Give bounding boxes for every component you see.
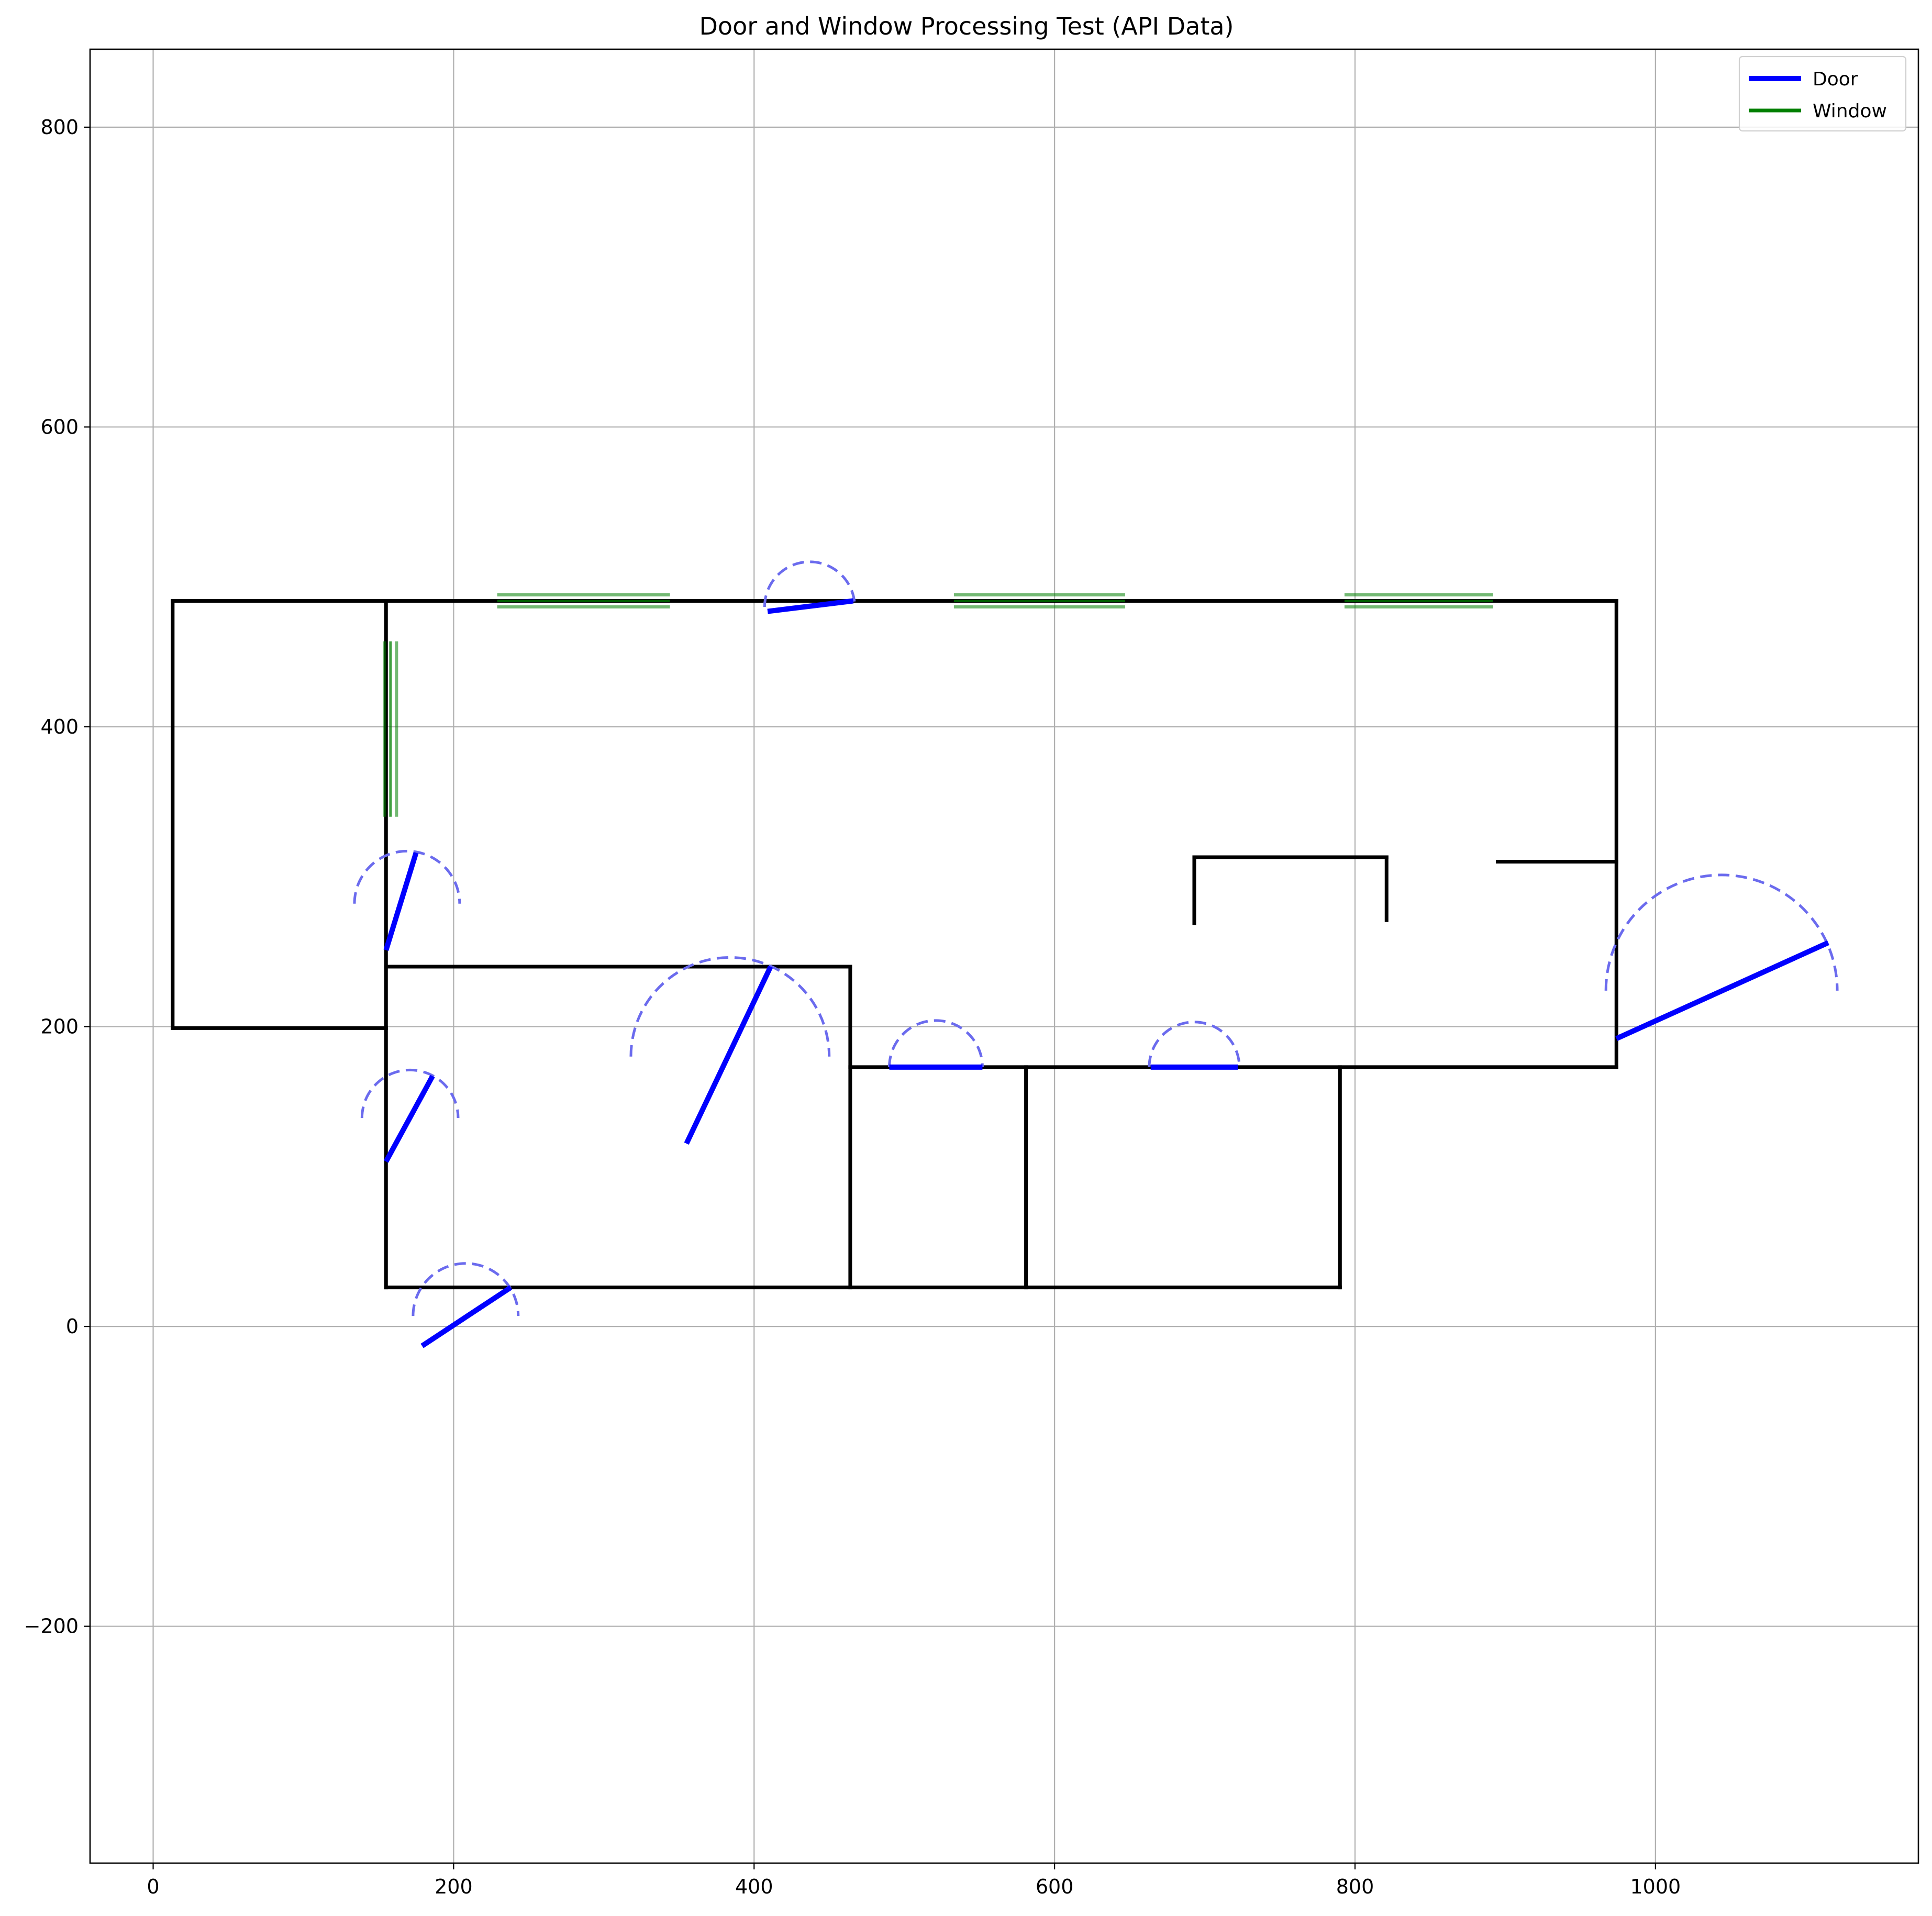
door [763,560,856,614]
y-tick-label: 800 [40,116,79,139]
y-tick-label: −200 [24,1615,79,1638]
y-tick-label: 400 [40,715,79,738]
x-tick-label: 0 [147,1875,159,1898]
y-axis-ticks: −200 0 200 400 600 800 [24,116,90,1638]
door-panel [767,598,854,614]
door-panel [383,1075,435,1163]
window [383,641,398,817]
y-tick-label: 0 [66,1315,79,1338]
door [1606,875,1837,1042]
windows [383,593,1493,817]
door [353,849,461,951]
door-swing-arc [1148,1021,1241,1067]
chart-title: Door and Window Processing Test (API Dat… [699,12,1234,40]
door [629,956,831,1145]
door [1148,1021,1241,1070]
doors [353,560,1837,1348]
grid-lines [90,49,1918,1863]
door-panel [420,1285,513,1348]
plot-content [171,560,1837,1348]
y-tick-label: 200 [40,1015,79,1038]
x-tick-label: 800 [1336,1875,1374,1898]
door-panel [684,965,773,1145]
window [953,593,1125,608]
axes-frame [89,48,1919,1864]
legend: Door Window [1738,56,1907,132]
door-swing-arc [360,1068,460,1118]
door-swing-arc [353,849,461,904]
y-tick-label: 600 [40,415,79,438]
window [497,593,670,608]
door-swing-arc [887,1019,984,1067]
window [1344,593,1493,608]
door [412,1262,520,1348]
x-tick-label: 200 [435,1875,473,1898]
x-tick-label: 400 [735,1875,773,1898]
door [887,1019,984,1070]
door-panel [1615,940,1829,1042]
legend-label-door: Door [1813,69,1858,90]
door-swing-arc [763,560,856,607]
x-tick-label: 1000 [1630,1875,1681,1898]
door [360,1068,460,1163]
x-axis-ticks: 0 200 400 600 800 1000 [147,1863,1681,1898]
x-tick-label: 600 [1036,1875,1074,1898]
legend-label-window: Window [1813,101,1887,122]
door-panel [383,851,419,951]
door-swing-arc [412,1262,520,1316]
